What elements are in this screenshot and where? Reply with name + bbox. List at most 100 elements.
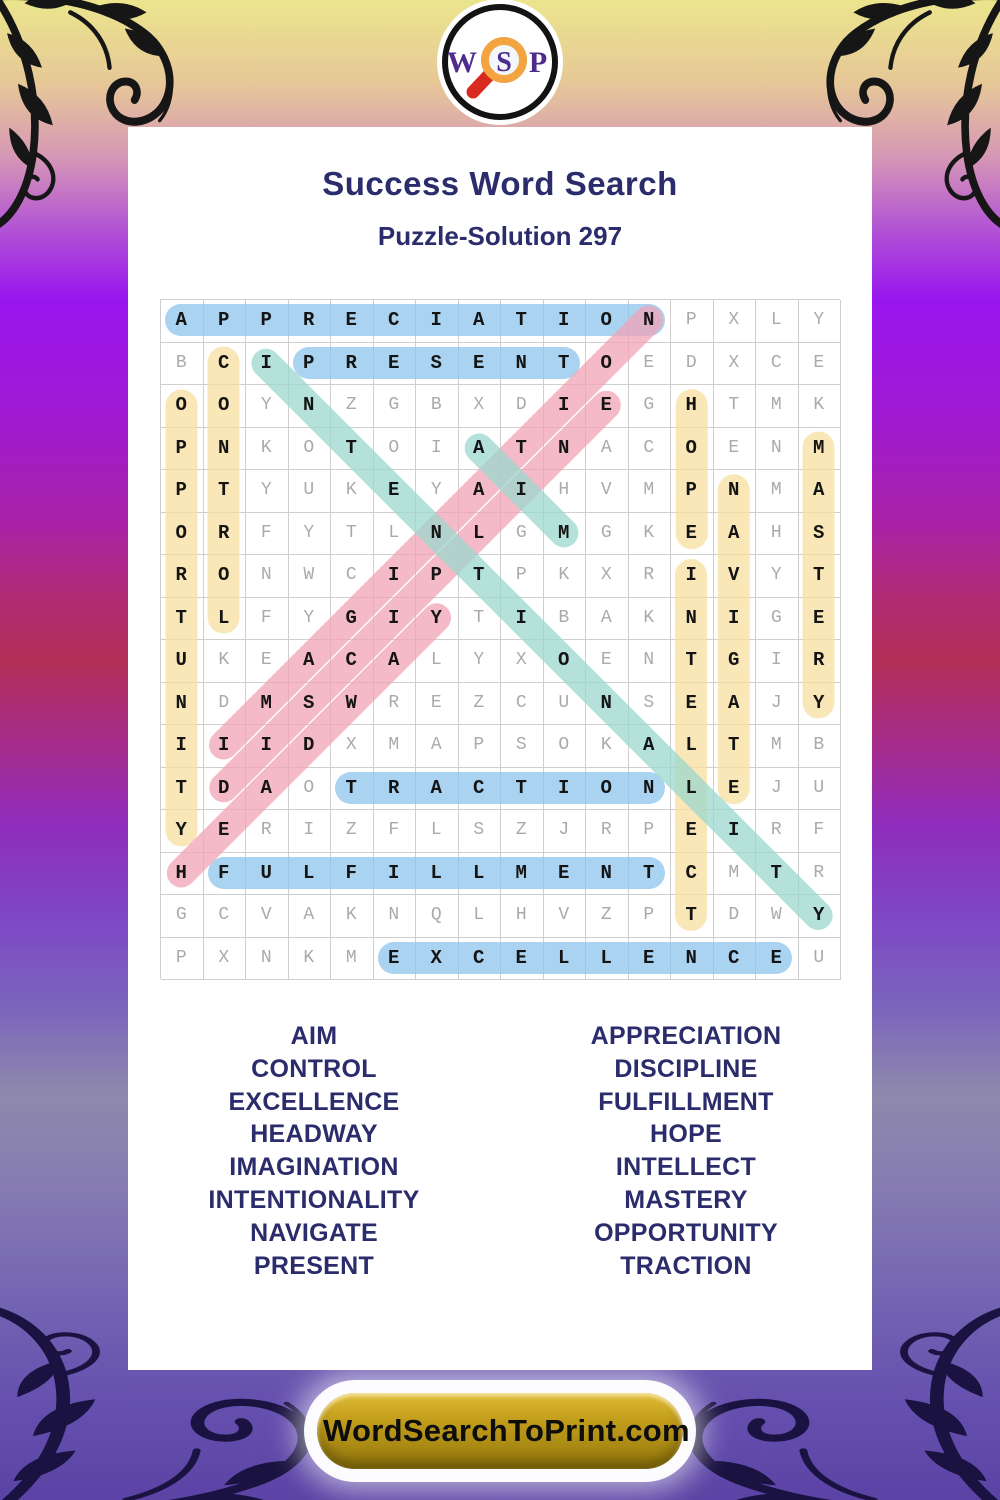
grid-letter: E xyxy=(813,606,825,629)
grid-letter: E xyxy=(600,650,612,670)
grid-letter: I xyxy=(558,394,570,416)
grid-cell xyxy=(373,385,416,428)
grid-letter: A xyxy=(643,734,655,756)
grid-letter: P xyxy=(260,309,272,331)
grid-cell xyxy=(246,767,289,810)
grid-cell xyxy=(373,427,416,470)
grid-letter: H xyxy=(175,861,187,884)
grid-cell xyxy=(416,640,459,683)
grid-cell xyxy=(331,385,374,428)
grid-letter: O xyxy=(218,394,230,416)
grid-cell xyxy=(543,810,586,853)
grid-letter: T xyxy=(175,776,187,799)
grid-cell xyxy=(798,852,841,895)
grid-cell xyxy=(798,810,841,853)
grid-letter: A xyxy=(430,776,442,799)
grid-cell xyxy=(798,895,841,938)
grid-letter: J xyxy=(770,692,782,713)
grid-letter: E xyxy=(728,437,740,458)
puzzle-card: Success Word Search Puzzle-Solution 297 … xyxy=(128,127,872,1370)
grid-letter: T xyxy=(473,607,485,628)
word-list-item: HOPE xyxy=(649,1120,723,1149)
grid-cell xyxy=(756,385,799,428)
grid-letter: L xyxy=(600,946,612,969)
grid-letter: L xyxy=(473,521,485,544)
grid-letter: E xyxy=(473,351,485,374)
grid-letter: S xyxy=(515,735,527,755)
grid-cell xyxy=(203,937,246,980)
grid-cell xyxy=(416,427,459,470)
grid-cell xyxy=(756,810,799,853)
word-list-item: MASTERY xyxy=(624,1185,748,1214)
grid-letter: N xyxy=(515,351,527,374)
grid-cell xyxy=(331,810,374,853)
grid-letter: S xyxy=(473,820,485,840)
grid-letter: H xyxy=(685,394,697,416)
grid-letter: K xyxy=(600,735,612,755)
grid-letter: P xyxy=(175,947,187,968)
grid-letter: R xyxy=(770,820,782,840)
grid-letter: J xyxy=(558,820,570,840)
grid-letter: N xyxy=(685,946,697,969)
grid-letter: Y xyxy=(260,480,272,500)
word-list-left: AIM CONTROL EXCELLENCE HEADWAY IMAGINATION IN… xyxy=(128,1020,500,1282)
grid-letter: O xyxy=(600,776,612,799)
grid-letter: V xyxy=(600,480,612,500)
grid-letter: O xyxy=(600,351,612,374)
word-list-item: AIM xyxy=(290,1022,338,1050)
grid-letter: I xyxy=(388,564,400,586)
grid-cell xyxy=(628,640,671,683)
grid-letter: U xyxy=(260,861,272,884)
grid-letter: E xyxy=(388,946,400,969)
grid-letter: I xyxy=(728,819,740,841)
grid-letter: A xyxy=(303,905,315,925)
grid-letter: Y xyxy=(813,904,825,926)
grid-cell xyxy=(331,682,374,725)
word-list-item: DISCIPLINE xyxy=(614,1054,758,1083)
grid-letter: E xyxy=(260,650,272,670)
word-list-item: IMAGINATION xyxy=(229,1153,399,1182)
grid-cell xyxy=(501,895,544,938)
grid-cell xyxy=(628,852,671,895)
grid-letter: W xyxy=(345,691,357,714)
grid-letter: C xyxy=(345,565,357,585)
grid-letter: Y xyxy=(430,480,442,500)
grid-cell xyxy=(246,512,289,555)
grid-cell xyxy=(756,640,799,683)
grid-cell xyxy=(628,682,671,725)
grid-letter: G xyxy=(345,606,357,629)
grid-cell xyxy=(543,555,586,598)
grid-letter: O xyxy=(303,437,315,458)
grid-cell xyxy=(288,555,331,598)
word-list-item: FULFILLMENT xyxy=(598,1087,774,1116)
grid-cell xyxy=(671,300,714,343)
grid-letter: E xyxy=(685,819,697,841)
grid-letter: E xyxy=(388,351,400,374)
grid-cell xyxy=(161,937,204,980)
grid-letter: C xyxy=(345,649,357,671)
grid-cell xyxy=(203,597,246,640)
grid-cell xyxy=(331,937,374,980)
grid-letter: Q xyxy=(430,905,442,925)
grid-letter: R xyxy=(388,776,400,799)
grid-letter: C xyxy=(218,905,230,925)
grid-letter: X xyxy=(515,650,527,670)
grid-cell xyxy=(671,512,714,555)
grid-letter: I xyxy=(685,564,697,586)
grid-cell xyxy=(501,512,544,555)
grid-cell xyxy=(373,895,416,938)
grid-cell xyxy=(628,300,671,343)
word-highlight-traction xyxy=(335,771,665,804)
grid-cell xyxy=(713,895,756,938)
word-list: AIM CONTROL EXCELLENCE HEADWAY IMAGINATION IN… xyxy=(128,1020,872,1282)
grid-letter: D xyxy=(303,734,315,756)
grid-letter: A xyxy=(600,607,612,628)
grid-cell xyxy=(628,342,671,385)
website-button[interactable]: WordSearchToPrint.com xyxy=(317,1393,690,1469)
grid-letter: L xyxy=(770,310,782,330)
grid-cell xyxy=(628,555,671,598)
grid-letter: C xyxy=(388,309,400,331)
grid-cell xyxy=(416,385,459,428)
